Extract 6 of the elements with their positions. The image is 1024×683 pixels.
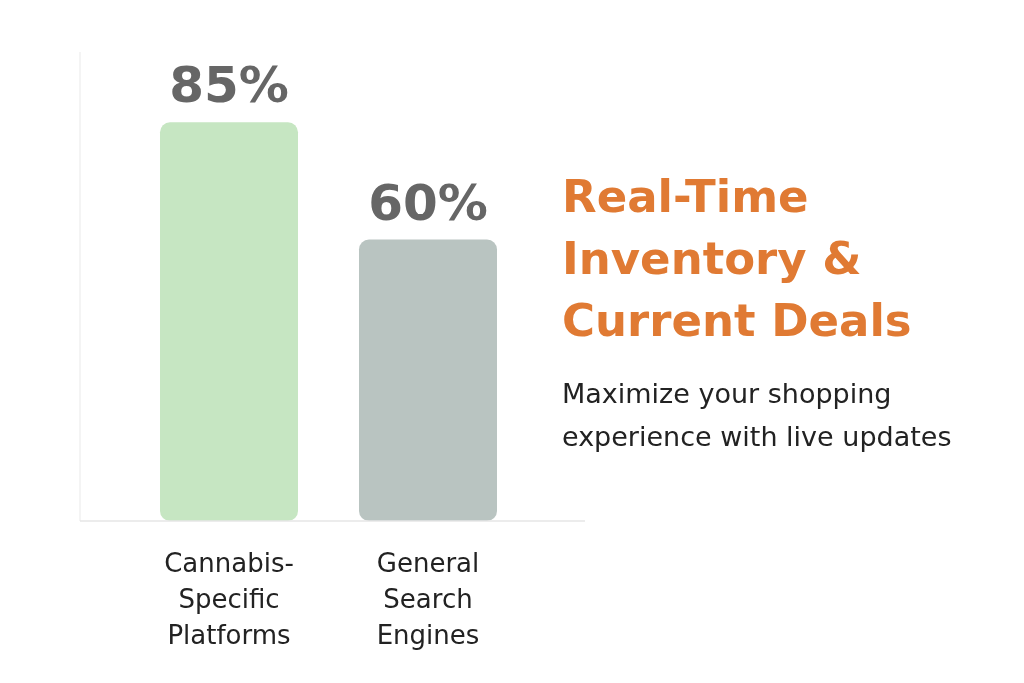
data-label: 60% bbox=[368, 173, 488, 232]
text: Maximize your shopping experience with live updates bbox=[562, 378, 952, 452]
text: Real-Time Inventory & Current Deals bbox=[562, 170, 912, 347]
x-tick-label: Cannabis-Specific Platforms bbox=[164, 548, 294, 650]
x-tick-label: General Search Engines bbox=[376, 548, 480, 650]
data-label: 85% bbox=[169, 56, 289, 115]
